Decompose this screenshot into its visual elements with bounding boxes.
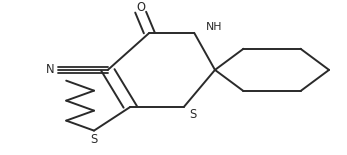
Text: NH: NH (206, 22, 223, 32)
Text: S: S (90, 133, 98, 146)
Text: S: S (189, 108, 196, 121)
Text: O: O (136, 1, 145, 14)
Text: N: N (46, 63, 54, 76)
